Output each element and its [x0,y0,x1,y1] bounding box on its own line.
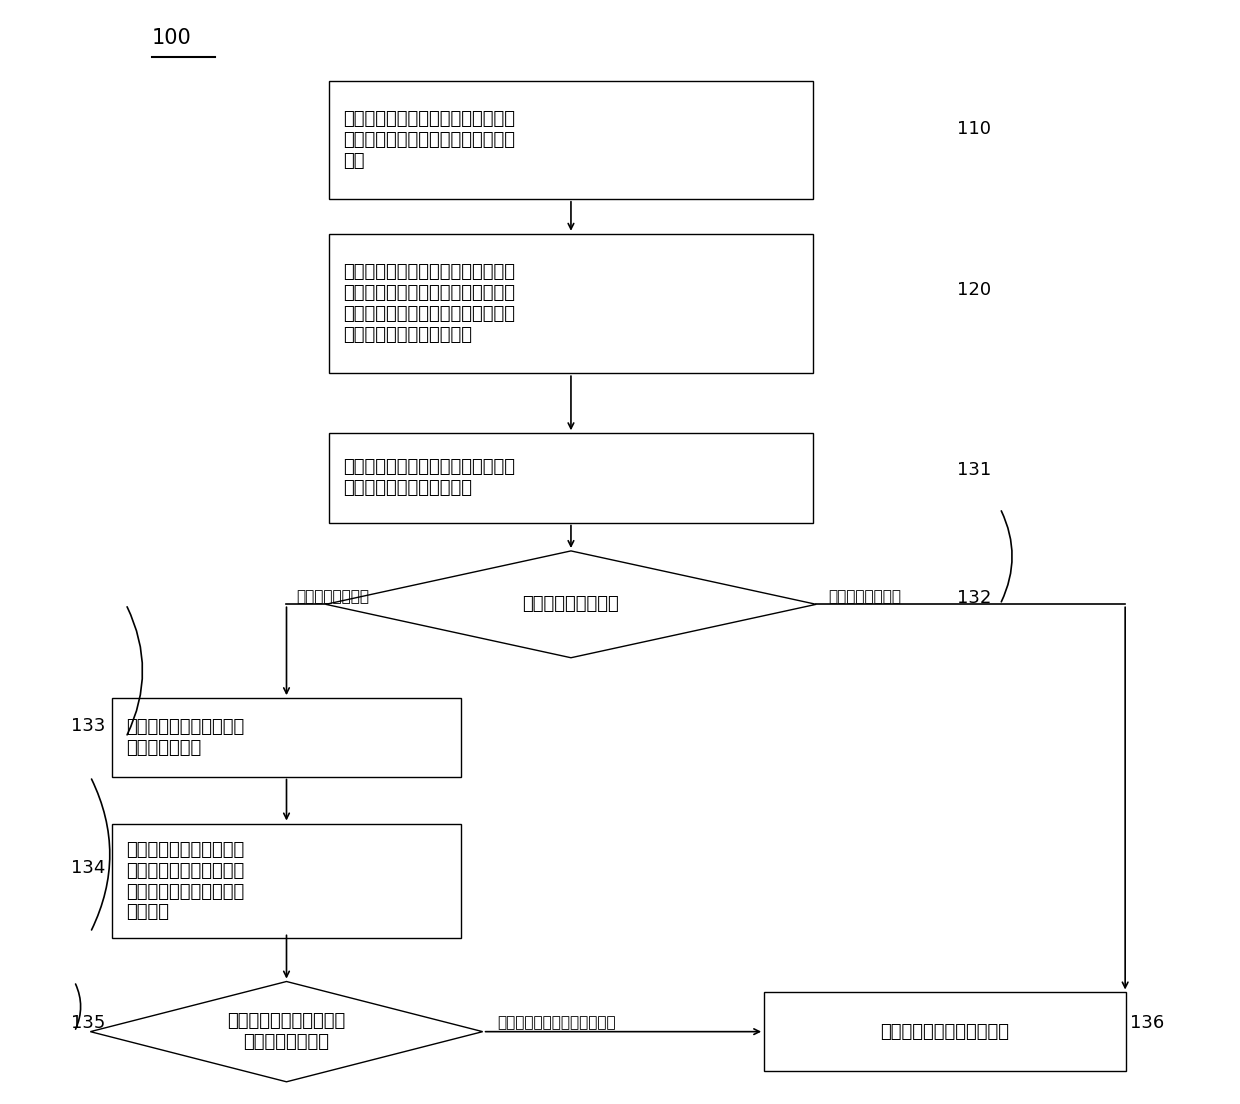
Text: 135: 135 [71,1013,105,1032]
Bar [329,81,813,199]
Text: 比较差值与第一阈值: 比较差值与第一阈值 [522,595,619,614]
Text: 120: 120 [957,282,991,299]
Text: 将已完成预处理的图像帧数据输入获
取的图像识别模型进行人数检测，得
到当前时刻的当前车厢人数，并将当
前时刻的当前车厢人数保存: 将已完成预处理的图像帧数据输入获 取的图像识别模型进行人数检测，得 到当前时刻的… [343,263,516,343]
Text: 136: 136 [1130,1013,1164,1032]
Text: 获取一段时间内每一时刻
的当前车厢人数: 获取一段时间内每一时刻 的当前车厢人数 [126,718,244,756]
Text: 110: 110 [957,120,991,138]
Text: 若差值＜第一阈值: 若差值＜第一阈值 [296,590,370,604]
Text: 131: 131 [957,461,992,479]
Text: 若车厢的人数增速＞第二阈值: 若车厢的人数增速＞第二阈值 [497,1016,616,1030]
Bar [112,824,461,938]
Bar [329,433,813,522]
Text: 实时采集当前车厢内的监控视频中的
图像帧数据，并对图像帧数据进行预
处理: 实时采集当前车厢内的监控视频中的 图像帧数据，并对图像帧数据进行预 处理 [343,110,516,170]
Text: 132: 132 [957,588,992,607]
Polygon shape [326,551,816,658]
Bar [329,234,813,373]
Text: 133: 133 [71,718,105,735]
Text: 比较当前车厢的人数增速
与第二阈值的大小: 比较当前车厢的人数增速 与第二阈值的大小 [227,1012,346,1051]
Bar [764,992,1126,1071]
Text: 134: 134 [71,859,105,878]
Text: 根据一段时间内每一时刻
的当前车厢人数，计算得
到一段时间内当前车厢的
人数增速: 根据一段时间内每一时刻 的当前车厢人数，计算得 到一段时间内当前车厢的 人数增速 [126,841,244,922]
Bar [112,698,461,776]
Text: 计算当前时刻的当前车厢人数与前一
时刻的当前车厢人数的差值: 计算当前时刻的当前车厢人数与前一 时刻的当前车厢人数的差值 [343,458,516,497]
Text: 判定当前车厢乘客密度异常: 判定当前车厢乘客密度异常 [880,1022,1009,1041]
Text: 若差值＞第一阈值: 若差值＞第一阈值 [828,590,901,604]
Text: 100: 100 [151,29,191,49]
Polygon shape [91,981,482,1082]
